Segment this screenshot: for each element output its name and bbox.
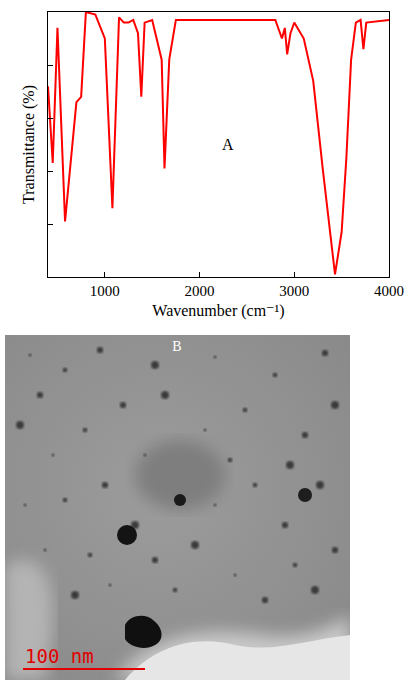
svg-text:4000: 4000 bbox=[374, 283, 404, 299]
svg-text:A: A bbox=[222, 136, 234, 153]
svg-text:Transmittance (%): Transmittance (%) bbox=[20, 85, 38, 204]
svg-text:Wavenumber (cm⁻¹): Wavenumber (cm⁻¹) bbox=[152, 302, 284, 320]
svg-text:100 nm: 100 nm bbox=[25, 645, 94, 667]
svg-text:1000: 1000 bbox=[90, 283, 120, 299]
svg-text:3000: 3000 bbox=[279, 283, 309, 299]
svg-text:2000: 2000 bbox=[185, 283, 215, 299]
svg-text:B: B bbox=[172, 339, 181, 354]
